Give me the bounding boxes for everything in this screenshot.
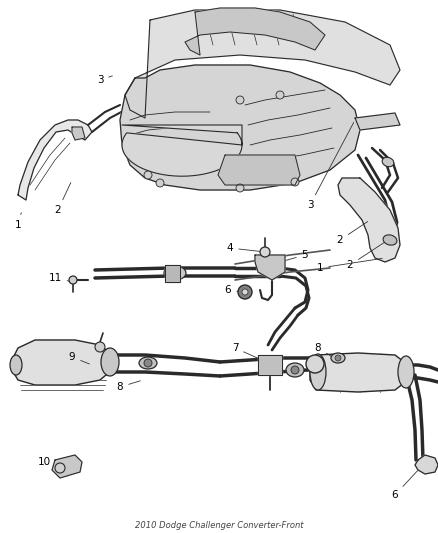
Text: 8: 8 — [117, 381, 140, 392]
Polygon shape — [338, 178, 400, 262]
Text: 6: 6 — [225, 285, 239, 295]
Text: 10: 10 — [37, 457, 57, 469]
Text: 5: 5 — [283, 250, 308, 261]
Circle shape — [335, 355, 341, 361]
Polygon shape — [255, 255, 285, 280]
Polygon shape — [120, 65, 360, 190]
Text: 7: 7 — [232, 343, 259, 359]
Text: 2: 2 — [55, 182, 71, 215]
Polygon shape — [122, 125, 242, 176]
Polygon shape — [72, 127, 85, 140]
Ellipse shape — [286, 363, 304, 377]
Polygon shape — [355, 113, 400, 130]
Polygon shape — [415, 455, 438, 474]
Text: 6: 6 — [392, 470, 418, 500]
Text: 2: 2 — [337, 222, 367, 245]
Text: 3: 3 — [97, 75, 113, 85]
Circle shape — [156, 179, 164, 187]
Text: 11: 11 — [48, 273, 70, 283]
Circle shape — [260, 247, 270, 257]
Polygon shape — [52, 455, 82, 478]
Circle shape — [238, 285, 252, 299]
Circle shape — [236, 96, 244, 104]
Ellipse shape — [164, 266, 186, 280]
Circle shape — [236, 184, 244, 192]
Ellipse shape — [139, 357, 157, 369]
Circle shape — [144, 359, 152, 367]
Circle shape — [144, 171, 152, 179]
Circle shape — [291, 366, 299, 374]
Polygon shape — [165, 265, 180, 282]
Ellipse shape — [306, 355, 324, 373]
Ellipse shape — [310, 354, 326, 390]
Circle shape — [69, 276, 77, 284]
Polygon shape — [18, 120, 92, 200]
Ellipse shape — [331, 353, 345, 363]
Text: 1: 1 — [15, 213, 21, 230]
Polygon shape — [218, 155, 300, 185]
Text: 1: 1 — [317, 259, 382, 273]
Polygon shape — [125, 10, 400, 118]
Polygon shape — [258, 355, 282, 375]
Polygon shape — [310, 353, 408, 392]
Text: 2010 Dodge Challenger Converter-Front: 2010 Dodge Challenger Converter-Front — [135, 521, 303, 529]
Circle shape — [291, 178, 299, 186]
Text: 2: 2 — [347, 241, 386, 270]
Circle shape — [55, 463, 65, 473]
Polygon shape — [12, 340, 112, 385]
Circle shape — [276, 91, 284, 99]
Ellipse shape — [383, 235, 397, 245]
Text: 3: 3 — [307, 123, 354, 210]
Polygon shape — [185, 8, 325, 55]
Ellipse shape — [10, 355, 22, 375]
Text: 8: 8 — [314, 343, 332, 357]
Text: 4: 4 — [227, 243, 262, 253]
Circle shape — [95, 342, 105, 352]
Text: 9: 9 — [69, 352, 89, 364]
Circle shape — [242, 289, 248, 295]
Ellipse shape — [382, 157, 394, 167]
Ellipse shape — [101, 348, 119, 376]
Ellipse shape — [398, 356, 414, 388]
